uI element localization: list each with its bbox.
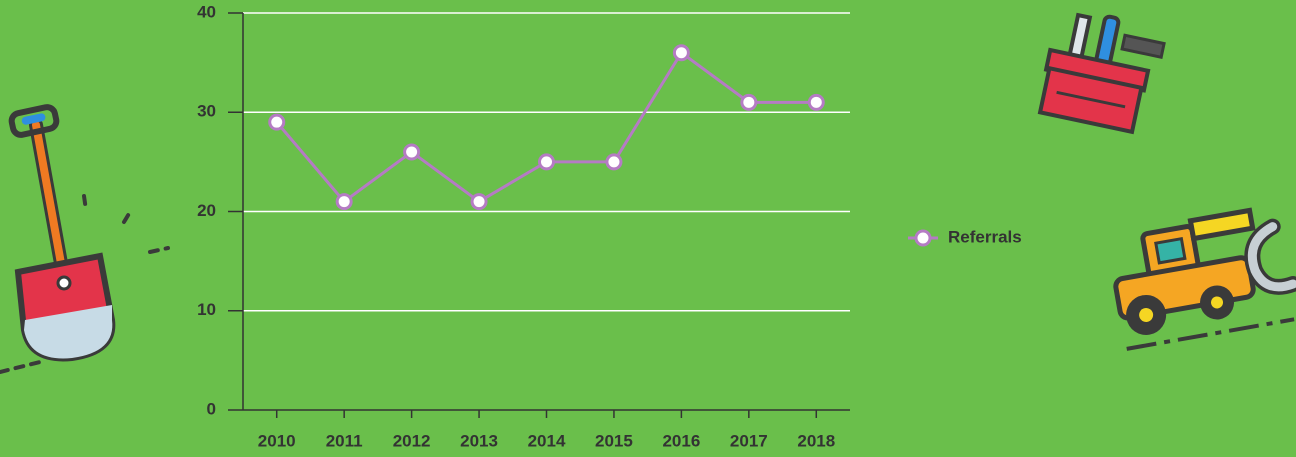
- point: [605, 153, 623, 171]
- point: [807, 93, 825, 111]
- x-tick-label: 2017: [730, 431, 768, 450]
- point: [268, 113, 286, 131]
- x-tick-label: 2016: [662, 431, 700, 450]
- x-tick-label: 2013: [460, 431, 498, 450]
- y-tick-label: 10: [197, 300, 216, 319]
- shovel-icon: [0, 104, 170, 374]
- point: [672, 44, 690, 62]
- ground: [1126, 317, 1295, 351]
- point: [335, 193, 353, 211]
- y-tick-label: 40: [197, 2, 216, 21]
- point: [740, 93, 758, 111]
- point: [470, 193, 488, 211]
- toolbox-stripe: [1056, 90, 1126, 109]
- shovel-handle: [32, 121, 68, 284]
- arm: [1187, 207, 1256, 242]
- legend-label: Referrals: [948, 227, 1022, 246]
- legend-marker: [914, 229, 932, 247]
- shovel-grip: [8, 104, 60, 138]
- shovel-grip-inner: [21, 113, 46, 125]
- bucket: [1247, 222, 1296, 292]
- y-tick-label: 30: [197, 102, 216, 121]
- series-line: [275, 50, 817, 204]
- y-tick-label: 0: [207, 399, 216, 418]
- point: [403, 143, 421, 161]
- shovel-dirt: [0, 194, 170, 374]
- y-tick-label: 20: [197, 201, 216, 220]
- cab-window: [1154, 236, 1187, 265]
- point: [538, 153, 555, 171]
- x-tick-label: 2012: [393, 431, 431, 450]
- x-tick-label: 2014: [528, 431, 566, 450]
- x-tick-label: 2010: [258, 431, 296, 450]
- bulldozer-icon: [1113, 207, 1296, 351]
- x-tick-label: 2018: [797, 431, 835, 450]
- hub-back: [1139, 307, 1154, 322]
- shovel-blade-tip: [24, 305, 113, 359]
- hammer: [1120, 33, 1166, 60]
- shovel-rivet: [56, 275, 72, 291]
- toolbox-icon: [1037, 12, 1166, 135]
- x-tick-label: 2015: [595, 431, 633, 450]
- hub-front: [1211, 296, 1224, 309]
- x-tick-label: 2011: [326, 431, 363, 450]
